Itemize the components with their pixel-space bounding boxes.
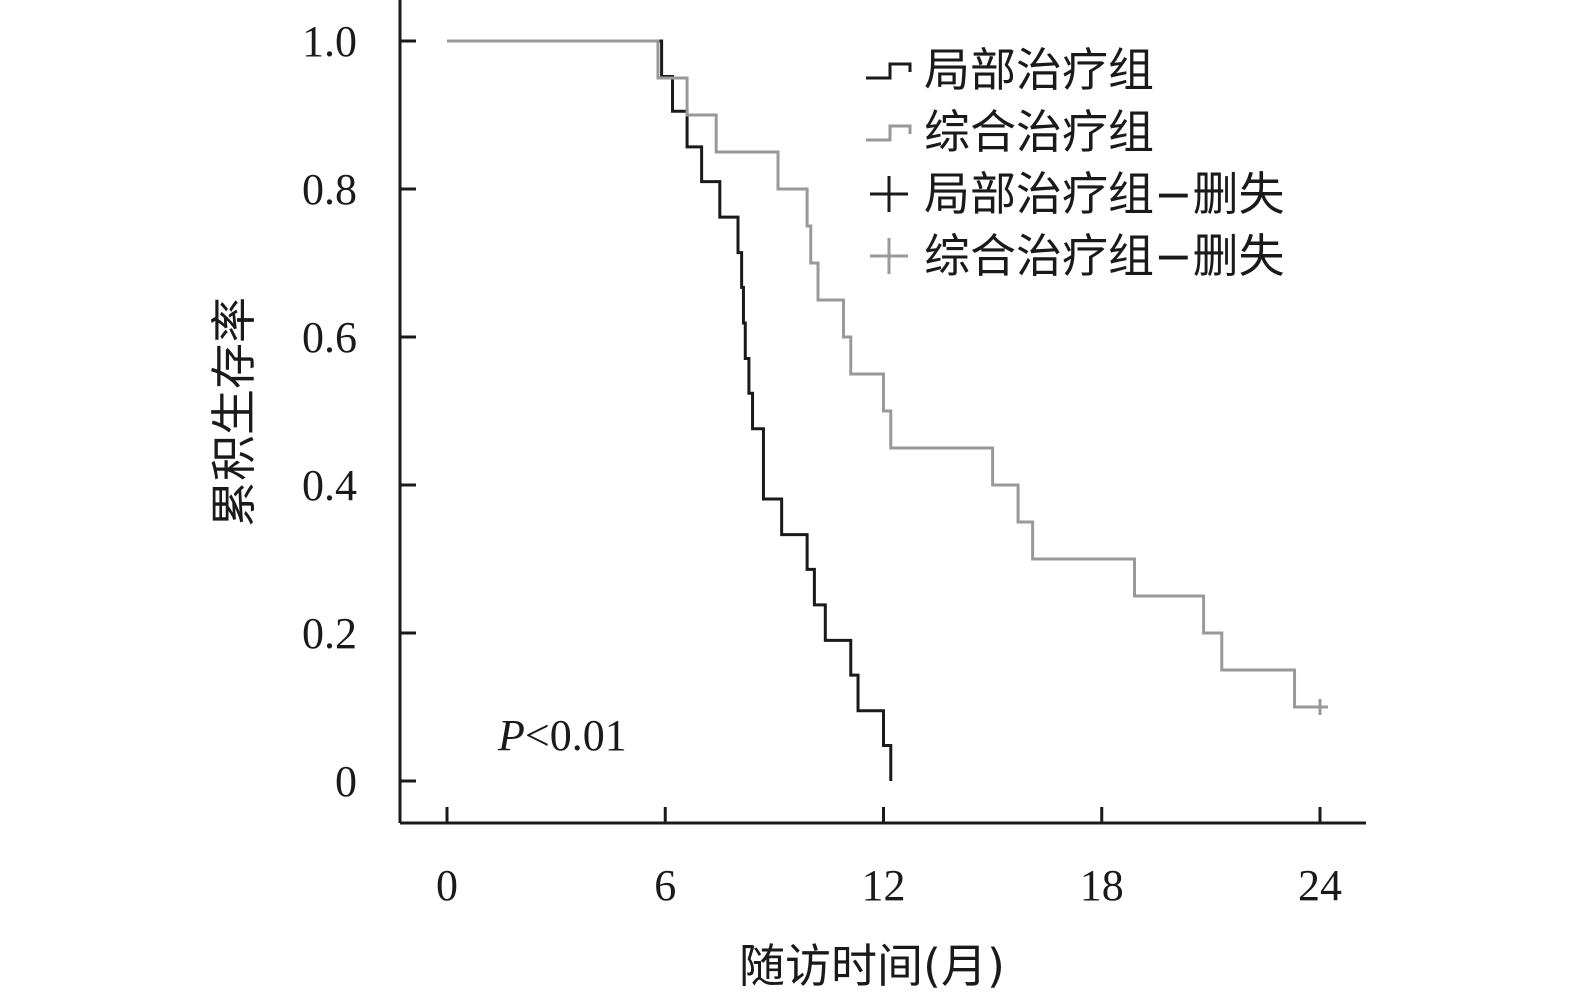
legend-label: 综合治疗组−删失 [924, 229, 1285, 283]
x-tick-label: 6 [654, 861, 676, 910]
y-tick-label: 0.6 [302, 313, 357, 362]
x-tick-label: 24 [1298, 861, 1342, 910]
y-tick-label: 1.0 [302, 17, 357, 66]
legend-label: 局部治疗组 [924, 43, 1154, 97]
legend-label: 综合治疗组 [924, 105, 1154, 159]
legend-step-symbol [866, 62, 912, 80]
survival-curve-1 [447, 39, 893, 781]
ticks: 0 0.2 0.4 0.6 0.8 1.0 0 6 12 18 24 [302, 17, 1342, 910]
y-axis-title: 累积生存率 [207, 297, 261, 527]
y-tick-label: 0.2 [302, 609, 357, 658]
p-value-rest: <0.01 [525, 711, 627, 760]
censor-mark [1312, 699, 1328, 715]
x-tick-label: 18 [1080, 861, 1124, 910]
p-value-annotation: P<0.01 [497, 711, 627, 760]
p-value-italic: P [497, 711, 525, 760]
x-tick-label: 0 [436, 861, 458, 910]
survival-curve-2 [447, 39, 1320, 709]
y-tick-label: 0 [335, 757, 357, 806]
legend-item: 综合治疗组−删失 [870, 229, 1285, 283]
legend-item: 综合治疗组 [866, 105, 1154, 159]
y-tick-label: 0.8 [302, 165, 357, 214]
x-axis-title: 随访时间(月) [739, 939, 1005, 993]
curves [447, 39, 1328, 781]
y-tick-label: 0.4 [302, 461, 357, 510]
legend-step-symbol [866, 124, 912, 142]
legend-item: 局部治疗组 [866, 43, 1154, 97]
legend-item: 局部治疗组−删失 [870, 167, 1285, 221]
x-tick-label: 12 [862, 861, 906, 910]
legend-label: 局部治疗组−删失 [924, 167, 1285, 221]
